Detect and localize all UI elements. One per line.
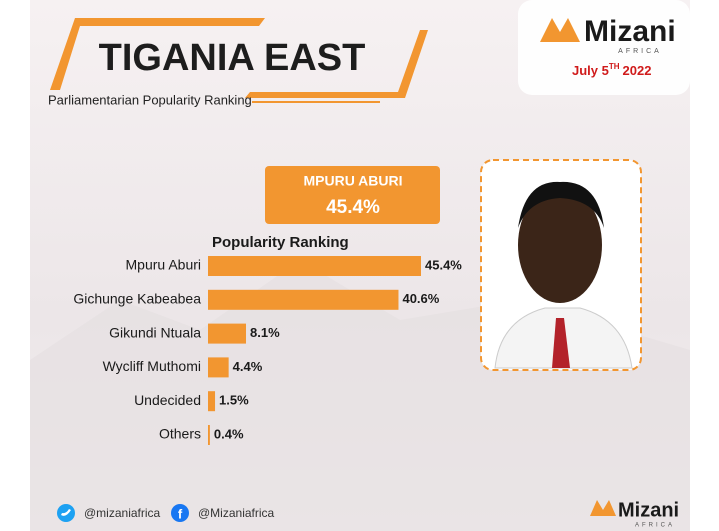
category-label: Others (159, 426, 201, 442)
value-label: 4.4% (233, 359, 263, 374)
highlight-name: MPURU ABURI (303, 173, 402, 189)
photo-tie (552, 318, 570, 368)
date: July 5TH 2022 (572, 62, 651, 78)
value-label: 45.4% (425, 257, 462, 272)
date-year: 2022 (623, 63, 652, 78)
brand-logo-mark (540, 18, 580, 42)
category-label: Gichunge Kabeabea (73, 291, 201, 307)
highlight-box (265, 166, 440, 224)
bar (208, 391, 216, 412)
photo-face (518, 187, 602, 303)
value-label: 1.5% (219, 393, 249, 408)
footer-brand: Mizani (618, 499, 679, 521)
date-main: July 5 (572, 63, 609, 78)
title: TIGANIA EAST (99, 37, 366, 79)
category-label: Mpuru Aburi (126, 257, 201, 273)
value-label: 40.6% (402, 291, 439, 306)
bar (208, 256, 421, 276)
facebook-icon (171, 504, 189, 522)
date-sup: TH (609, 62, 620, 71)
twitter-handle: @mizaniafrica (84, 506, 161, 520)
bar (208, 289, 399, 310)
value-label: 8.1% (250, 325, 280, 340)
footer-brand-sub: AFRICA (635, 523, 675, 529)
category-label: Undecided (134, 392, 201, 408)
subtitle: Parliamentarian Popularity Ranking (48, 92, 252, 107)
facebook-handle: @Mizaniafrica (198, 506, 275, 520)
facebook-glyph: f (178, 506, 183, 521)
brand-name: Mizani (584, 15, 676, 48)
bar (208, 425, 210, 445)
footer-logo-mark (590, 500, 616, 516)
bar (208, 323, 247, 344)
chart-title: Popularity Ranking (212, 234, 349, 251)
title-frame-left (50, 18, 265, 90)
bar (208, 357, 229, 378)
twitter-bird (61, 509, 71, 516)
photo-hair (518, 181, 604, 228)
brand-sub: AFRICA (618, 48, 662, 55)
category-label: Wycliff Muthomi (103, 358, 201, 374)
highlight-value: 45.4% (326, 197, 380, 218)
bar-chart: Mpuru Aburi 45.4% Gichunge Kabeabea 40.6% Gi… (73, 256, 462, 445)
brand-card (518, 0, 690, 95)
category-label: Gikundi Ntuala (109, 324, 201, 340)
value-label: 0.4% (214, 426, 244, 441)
